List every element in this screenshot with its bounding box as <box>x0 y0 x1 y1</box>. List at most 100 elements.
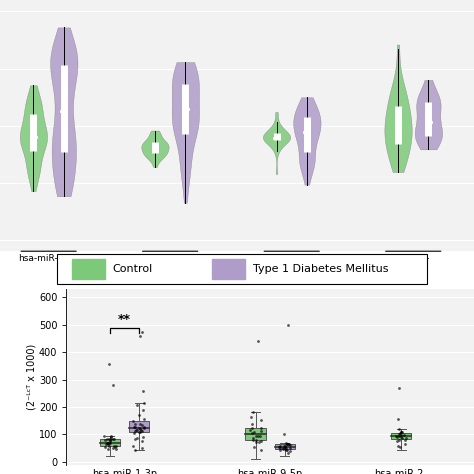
Point <box>284 449 292 456</box>
Point <box>400 431 408 439</box>
Point <box>140 399 147 407</box>
Bar <box>129 420 149 432</box>
Point <box>256 432 264 440</box>
Point <box>130 417 137 424</box>
Point <box>282 439 290 447</box>
Point <box>137 426 145 434</box>
Point <box>112 443 119 450</box>
Point <box>138 444 146 452</box>
Bar <box>391 433 411 439</box>
Point <box>131 428 139 435</box>
Point <box>397 428 404 436</box>
Point <box>105 439 113 447</box>
Point <box>140 424 148 432</box>
Point <box>138 421 146 429</box>
Point <box>248 420 255 428</box>
Point <box>282 444 290 452</box>
Point <box>104 446 112 453</box>
Point <box>130 423 137 430</box>
Point <box>284 447 292 454</box>
Point <box>255 438 263 446</box>
Point <box>137 420 144 428</box>
Point <box>396 443 403 450</box>
Point <box>109 381 117 389</box>
Point <box>395 432 402 439</box>
Point <box>139 433 146 441</box>
Point <box>283 440 291 448</box>
Text: **: ** <box>118 313 131 326</box>
Point <box>286 444 293 452</box>
Point <box>282 445 289 453</box>
Point <box>254 337 262 345</box>
Point <box>104 439 112 447</box>
Point <box>252 432 260 440</box>
Point <box>102 441 109 448</box>
Point <box>101 436 109 444</box>
Point <box>397 431 404 439</box>
Point <box>395 436 403 444</box>
Point <box>131 435 138 443</box>
Point <box>395 425 402 432</box>
Point <box>112 446 119 453</box>
Point <box>109 444 117 451</box>
Y-axis label: (2⁻ᴸᶜᵀ x 1000): (2⁻ᴸᶜᵀ x 1000) <box>26 344 36 410</box>
Point <box>257 424 264 432</box>
Point <box>396 429 404 437</box>
Point <box>286 447 293 455</box>
Point <box>255 432 262 440</box>
Point <box>107 433 115 441</box>
Point <box>141 423 148 431</box>
Point <box>282 442 289 449</box>
Point <box>101 443 109 450</box>
Point <box>131 420 139 428</box>
Point <box>257 437 265 444</box>
Point <box>251 444 258 451</box>
Point <box>140 416 148 423</box>
Point <box>133 426 140 433</box>
Point <box>249 437 256 444</box>
Point <box>286 442 294 449</box>
Point <box>104 440 111 447</box>
Bar <box>100 439 120 446</box>
Point <box>139 387 146 394</box>
Point <box>282 446 290 454</box>
Point <box>133 401 141 409</box>
Point <box>276 443 283 451</box>
Point <box>401 436 409 444</box>
Point <box>395 384 403 392</box>
Point <box>257 416 265 423</box>
Point <box>285 441 293 448</box>
Point <box>109 436 116 443</box>
Point <box>394 416 402 423</box>
Bar <box>212 259 246 279</box>
Point <box>257 447 264 454</box>
Point <box>279 446 287 453</box>
Point <box>251 428 258 436</box>
Point <box>139 406 147 413</box>
Point <box>284 321 292 328</box>
Text: Type 1 Diabetes Mellitus: Type 1 Diabetes Mellitus <box>253 264 388 274</box>
Point <box>401 440 409 448</box>
Point <box>135 425 143 432</box>
Point <box>397 433 404 441</box>
Point <box>402 434 410 442</box>
Point <box>133 427 140 434</box>
Point <box>246 426 254 434</box>
Point <box>393 433 401 441</box>
Point <box>280 442 288 450</box>
Point <box>136 428 143 436</box>
Point <box>112 442 119 450</box>
Point <box>131 446 139 453</box>
Point <box>398 428 406 436</box>
Point <box>249 434 257 441</box>
Point <box>247 413 255 421</box>
Point <box>105 442 113 450</box>
Point <box>136 425 143 432</box>
Point <box>282 444 289 451</box>
Point <box>131 424 139 431</box>
Point <box>136 332 144 339</box>
Point <box>399 435 406 442</box>
Point <box>248 424 255 432</box>
Point <box>397 428 404 435</box>
Point <box>133 434 140 441</box>
